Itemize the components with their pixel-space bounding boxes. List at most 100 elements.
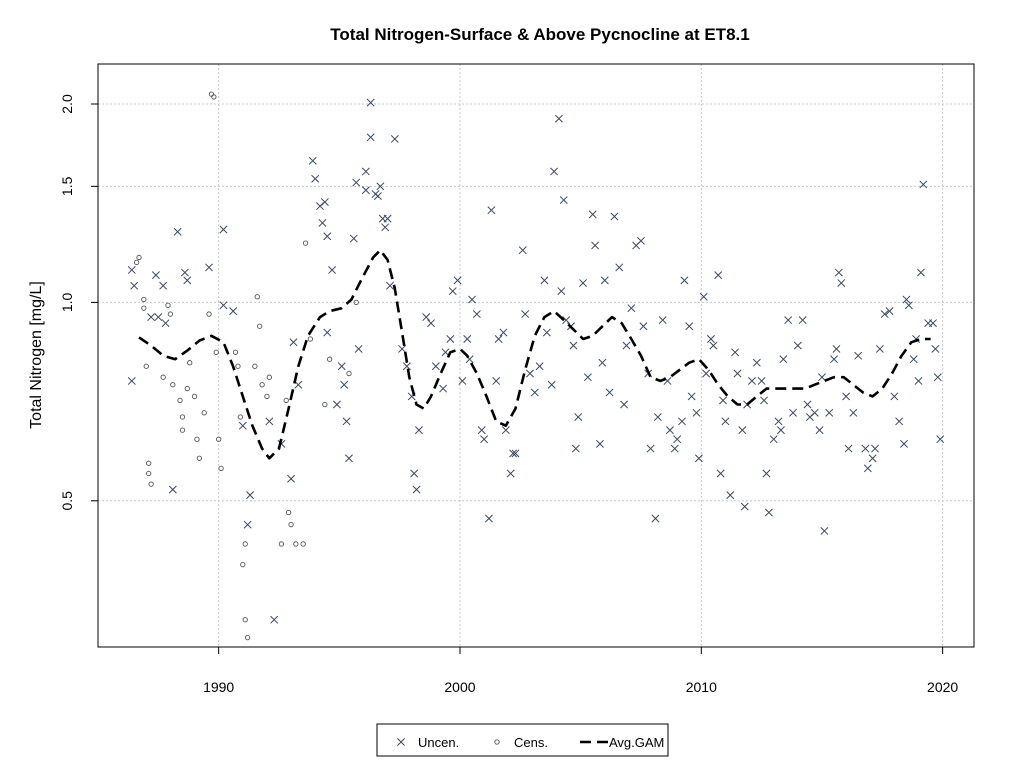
uncensored-point-stroke bbox=[463, 335, 472, 343]
uncensored-point-stroke bbox=[714, 271, 723, 280]
censored-point bbox=[179, 427, 186, 433]
uncensored-point bbox=[431, 362, 440, 371]
uncensored-point bbox=[709, 341, 718, 350]
uncensored-point-stroke bbox=[639, 322, 648, 331]
uncensored-point bbox=[665, 426, 674, 435]
uncensored-point-stroke bbox=[311, 174, 320, 183]
uncensored-point-stroke bbox=[663, 376, 672, 385]
censored-point bbox=[196, 455, 203, 461]
uncensored-point-stroke bbox=[453, 276, 462, 285]
censored-point bbox=[191, 393, 198, 400]
uncensored-point bbox=[885, 307, 894, 316]
uncensored-point bbox=[605, 388, 614, 397]
uncensored-point-stroke bbox=[412, 485, 421, 494]
uncensored-point-stroke bbox=[757, 376, 766, 385]
x-tick-label: 2000 bbox=[444, 679, 475, 695]
uncensored-point bbox=[509, 449, 518, 458]
uncensored-point bbox=[658, 316, 667, 325]
censored-point bbox=[146, 470, 152, 477]
uncensored-point-stroke bbox=[687, 392, 696, 401]
uncensored-point bbox=[352, 178, 361, 187]
uncensored-point-stroke bbox=[390, 135, 399, 143]
uncensored-point bbox=[591, 241, 600, 250]
censored-point bbox=[218, 465, 224, 472]
censored-point bbox=[285, 509, 292, 516]
uncensored-point bbox=[902, 295, 911, 304]
uncensored-point-stroke bbox=[600, 276, 609, 285]
uncensored-point bbox=[349, 234, 358, 243]
uncensored-point-stroke bbox=[721, 417, 730, 426]
uncensored-point bbox=[521, 310, 530, 319]
censored-point bbox=[327, 356, 333, 362]
uncensored-point bbox=[526, 369, 534, 378]
uncensored-point bbox=[147, 313, 156, 322]
uncensored-point bbox=[270, 615, 279, 624]
uncensored-point-stroke bbox=[673, 435, 682, 444]
censored-point bbox=[293, 541, 299, 547]
uncensored-point-stroke bbox=[895, 417, 904, 426]
legend-marker-stroke bbox=[397, 738, 405, 746]
uncensored-point-stroke bbox=[270, 615, 279, 624]
uncensored-point bbox=[687, 392, 696, 401]
uncensored-point-stroke bbox=[849, 408, 858, 417]
uncensored-point-stroke bbox=[465, 355, 474, 364]
y-tick-label: 2.0 bbox=[59, 94, 75, 114]
uncensored-point bbox=[386, 281, 394, 290]
censored-point bbox=[278, 541, 285, 547]
uncensored-point-stroke bbox=[472, 310, 481, 319]
uncensored-point-stroke bbox=[354, 344, 363, 353]
uncensored-point-stroke bbox=[173, 227, 182, 236]
uncensored-point bbox=[518, 246, 527, 255]
uncensored-point bbox=[825, 408, 834, 417]
uncensored-point bbox=[931, 344, 940, 353]
uncensored-point bbox=[733, 369, 742, 378]
uncensored-point-stroke bbox=[361, 167, 370, 176]
uncensored-point-stroke bbox=[595, 439, 604, 448]
uncensored-point bbox=[868, 454, 877, 463]
uncensored-point-stroke bbox=[598, 358, 607, 367]
uncensored-point-stroke bbox=[448, 287, 457, 296]
uncensored-point-stroke bbox=[422, 313, 431, 322]
uncensored-point bbox=[914, 376, 923, 385]
uncensored-point bbox=[844, 444, 853, 453]
uncensored-point bbox=[127, 376, 136, 385]
uncensored-point bbox=[316, 202, 324, 211]
uncensored-point bbox=[670, 444, 679, 453]
uncensored-point-stroke bbox=[760, 396, 769, 405]
uncensored-point bbox=[151, 271, 160, 280]
uncensored-point bbox=[484, 514, 493, 523]
uncensored-point-stroke bbox=[574, 413, 583, 421]
legend-marker-circle bbox=[494, 739, 500, 745]
uncensored-point-stroke bbox=[361, 186, 370, 195]
uncensored-point bbox=[159, 281, 168, 290]
uncensored-point-stroke bbox=[818, 373, 826, 382]
axis-layer: 1990 2000 2010 2020 0.5 1.0 1.5 2.0 bbox=[59, 94, 958, 695]
uncensored-point bbox=[311, 174, 320, 183]
uncensored-point-stroke bbox=[709, 341, 718, 350]
uncensored-point bbox=[501, 426, 510, 435]
uncensored-point-stroke bbox=[542, 328, 551, 337]
uncensored-point-stroke bbox=[345, 454, 353, 463]
uncensored-point bbox=[871, 444, 880, 453]
uncensored-point bbox=[557, 287, 566, 296]
uncensored-point-stroke bbox=[550, 167, 559, 176]
uncensored-point bbox=[342, 417, 351, 426]
uncensored-point bbox=[492, 376, 501, 385]
censored-point bbox=[146, 460, 152, 466]
censored-point bbox=[240, 562, 246, 568]
uncensored-point bbox=[439, 384, 448, 393]
uncensored-point bbox=[627, 304, 636, 313]
uncensored-point bbox=[694, 454, 703, 463]
uncensored-point bbox=[540, 276, 549, 285]
uncensored-point bbox=[571, 444, 580, 453]
uncensored-point-stroke bbox=[243, 520, 252, 529]
uncensored-point-stroke bbox=[518, 246, 527, 255]
uncensored-point-stroke bbox=[748, 376, 756, 385]
uncensored-point-stroke bbox=[323, 232, 332, 241]
uncensored-point-stroke bbox=[373, 192, 382, 201]
uncensored-point bbox=[318, 218, 327, 227]
uncensored-point-stroke bbox=[492, 376, 501, 385]
uncensored-point bbox=[936, 435, 945, 444]
uncensored-point-stroke bbox=[793, 341, 802, 350]
legend-label-gam: Avg.GAM bbox=[609, 735, 664, 750]
